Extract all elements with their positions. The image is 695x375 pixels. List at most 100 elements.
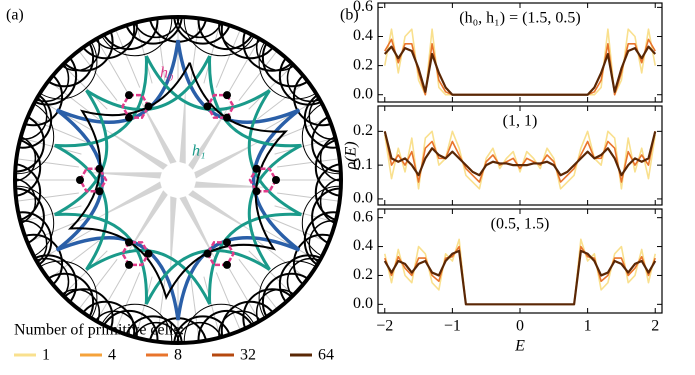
y-tick-label: 0.2 [353,266,373,283]
boundary-arc [278,254,339,314]
boundary-arc [97,303,173,343]
x-tick-label: −2 [376,318,393,335]
site [125,260,133,269]
tile-edge [48,240,99,280]
disk-border [13,15,343,345]
panel-label: (b) [340,7,359,24]
y-tick-label: 0.0 [353,85,373,102]
y-tick-label: 0.1 [353,156,373,173]
annotation: (0.5, 1.5) [491,216,550,233]
boundary-arc [255,23,304,72]
boundary-arc [15,178,37,226]
tile-edge [96,266,129,322]
site [125,113,133,122]
tile-edge [135,276,153,338]
boundary-arc [123,17,183,45]
hopping-label: h₁ [192,143,206,160]
boundary-arc [15,134,37,182]
x-tick-label: 2 [651,318,659,335]
tile-edge [115,272,141,331]
x-tick-label: 1 [584,318,592,335]
y-tick-label: 0.6 [353,208,373,225]
tile-edge [274,137,336,155]
unit-cell [78,167,108,193]
tile [188,190,257,234]
tile-edge [20,205,82,223]
y-tick-label: 0.2 [353,56,373,73]
site [203,249,212,258]
dos-line [383,238,657,306]
legend-label: 8 [174,347,182,364]
tile-edge [227,266,260,322]
boundary-arc [17,46,78,106]
hopping-label: h₀ [160,65,174,82]
boundary-arc [132,17,180,39]
y-tick-label: 0.6 [353,0,373,15]
legend-title: Number of primitive cells: [14,322,184,339]
tile [99,126,168,170]
boundary-arc [319,178,341,226]
dos-line [383,45,657,96]
boundary-arc [173,315,233,343]
tile-edge [238,50,278,101]
legend-label: 1 [42,347,50,364]
legend-label: 4 [108,347,116,364]
tile-edge [135,22,153,84]
y-axis-label: ρ(E) [343,141,360,170]
site [144,102,153,111]
legend-label: 64 [318,347,334,364]
boundary-arc [15,162,42,223]
lattice-path [54,55,302,305]
tile-edge [62,250,108,296]
x-axis-label: E [514,338,525,355]
dos-line [383,249,657,306]
unit-cell [206,241,235,267]
tile-edge [248,64,294,110]
tile-edge [27,117,86,143]
unit-cell [121,93,150,119]
boundary-arc [173,17,233,45]
tile-edge [190,279,200,342]
tile-edge [215,29,241,88]
tile [170,196,177,275]
hyperbolic-lattice [13,15,343,345]
lattice-path [55,39,301,321]
annotation: (h₀, h₁) = (1.5, 0.5) [459,10,581,27]
x-tick-label: −1 [444,318,461,335]
boundary-arc [52,23,101,72]
annotation: (1, 1) [503,113,538,130]
y-tick-label: 0.0 [353,295,373,312]
y-tick-label: 0.0 [353,190,373,207]
boundary-arc [183,303,259,343]
boundary-arc [176,17,224,39]
tile-edge [277,192,340,202]
tile [194,139,264,179]
lattice-path [67,62,289,301]
site [76,176,84,184]
site [223,113,231,122]
tile-edge [16,158,79,168]
dos-line [383,130,657,190]
site [203,102,212,111]
tile-edge [156,18,166,81]
tile-edge [277,158,340,168]
y-tick-label: 0.2 [353,122,373,139]
boundary-arc [314,162,341,223]
tile-edge [96,38,129,94]
dos-line [383,131,657,177]
site [125,91,133,100]
boundary-arc [286,54,335,103]
site [125,238,133,247]
boundary-arc [286,257,335,306]
unit-cell [121,241,150,267]
site [144,249,153,258]
site [223,91,231,100]
tile-edge [20,137,82,155]
tile-edge [274,205,336,223]
site [95,164,104,173]
tile-edge [238,259,278,310]
lattice-path [54,55,302,305]
site [272,176,280,184]
tile-edge [203,22,221,84]
tile-edge [78,259,118,310]
